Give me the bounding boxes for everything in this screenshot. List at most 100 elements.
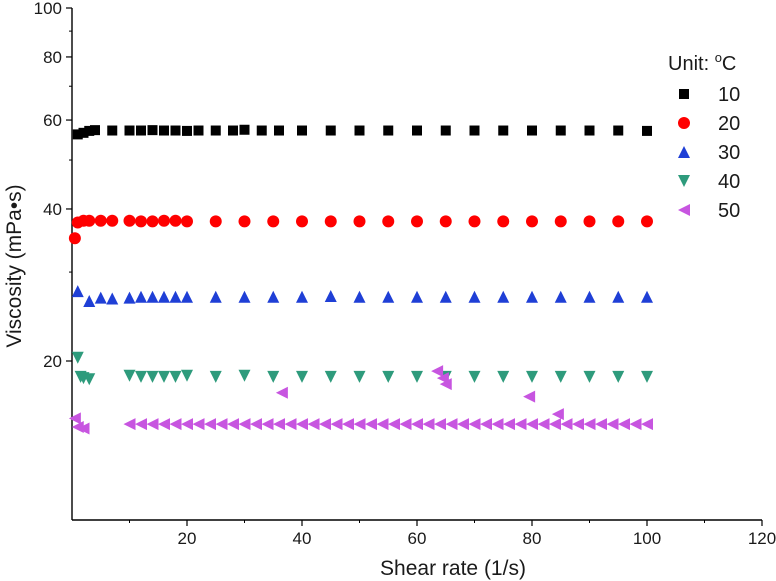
data-point bbox=[612, 290, 625, 303]
data-point bbox=[497, 370, 510, 383]
data-point bbox=[554, 370, 567, 383]
data-point bbox=[77, 422, 90, 435]
y-axis-title: Viscosity (mPa•s) bbox=[3, 184, 26, 347]
data-point bbox=[503, 418, 515, 431]
legend-entry-30: 30 bbox=[678, 142, 740, 164]
data-point bbox=[583, 418, 596, 431]
legend-label: 20 bbox=[718, 113, 740, 135]
data-point bbox=[642, 125, 652, 136]
data-point bbox=[146, 290, 159, 303]
legend-label: 50 bbox=[718, 200, 740, 222]
data-point bbox=[123, 418, 136, 431]
data-point bbox=[549, 418, 561, 431]
x-tick-label: 120 bbox=[748, 529, 776, 548]
data-point bbox=[382, 370, 395, 383]
data-point bbox=[71, 351, 84, 364]
data-point bbox=[319, 418, 331, 431]
data-point bbox=[238, 290, 251, 303]
data-point bbox=[68, 232, 81, 245]
data-point bbox=[135, 215, 147, 228]
data-point bbox=[158, 370, 170, 383]
data-point bbox=[491, 418, 504, 431]
data-point bbox=[267, 370, 280, 383]
data-point bbox=[353, 370, 366, 383]
legend-label: 30 bbox=[718, 142, 740, 164]
data-point bbox=[239, 124, 250, 135]
axis-ticks: 20 40 60 80 100 120 20 40 60 80 100 bbox=[34, 0, 776, 548]
data-point bbox=[324, 215, 337, 228]
data-point bbox=[182, 125, 192, 136]
data-point bbox=[307, 418, 320, 431]
data-point bbox=[238, 215, 251, 228]
data-point bbox=[170, 125, 181, 136]
legend-entry-40: 40 bbox=[678, 171, 740, 193]
data-point bbox=[181, 369, 193, 382]
data-point bbox=[583, 215, 596, 228]
data-point bbox=[273, 418, 285, 431]
data-point bbox=[480, 418, 492, 431]
data-point bbox=[641, 215, 653, 228]
legend-marker bbox=[678, 117, 690, 129]
data-point bbox=[613, 125, 624, 136]
data-point bbox=[181, 290, 193, 303]
data-point bbox=[94, 291, 107, 304]
data-point bbox=[325, 125, 336, 136]
data-point bbox=[146, 370, 159, 383]
data-point bbox=[106, 214, 119, 227]
data-point bbox=[353, 215, 366, 228]
data-point bbox=[124, 125, 135, 136]
y-tick-label: 40 bbox=[43, 200, 62, 219]
data-point bbox=[554, 215, 567, 228]
data-point bbox=[468, 290, 481, 303]
data-point bbox=[192, 418, 205, 431]
data-point bbox=[169, 214, 182, 227]
data-point bbox=[376, 418, 389, 431]
data-point bbox=[353, 290, 366, 303]
data-point bbox=[365, 418, 377, 431]
data-point bbox=[445, 418, 458, 431]
data-point bbox=[434, 418, 446, 431]
data-point bbox=[72, 129, 83, 140]
data-point bbox=[169, 370, 182, 383]
legend-title-degree: o bbox=[715, 50, 722, 65]
data-point bbox=[261, 418, 274, 431]
x-tick-label: 80 bbox=[523, 529, 542, 548]
data-point bbox=[551, 408, 564, 421]
data-point bbox=[256, 125, 267, 136]
data-point bbox=[158, 418, 170, 431]
data-point bbox=[388, 418, 400, 431]
data-point bbox=[90, 125, 100, 136]
legend-title: Unit: oC bbox=[668, 50, 736, 75]
data-point bbox=[468, 418, 481, 431]
data-point bbox=[584, 125, 595, 136]
x-tick-label: 20 bbox=[178, 529, 197, 548]
data-point bbox=[136, 125, 146, 136]
data-point bbox=[612, 370, 625, 383]
data-point bbox=[440, 125, 451, 136]
data-point bbox=[412, 125, 422, 136]
data-point bbox=[83, 294, 96, 307]
data-point bbox=[209, 370, 222, 383]
data-point bbox=[354, 125, 365, 136]
data-point bbox=[181, 215, 193, 228]
data-point bbox=[537, 418, 550, 431]
data-point bbox=[147, 125, 158, 136]
data-point bbox=[296, 370, 308, 383]
data-point bbox=[228, 125, 238, 136]
data-point bbox=[181, 418, 193, 431]
data-point bbox=[595, 418, 607, 431]
data-point bbox=[169, 290, 182, 303]
data-point bbox=[209, 215, 222, 228]
data-point bbox=[497, 290, 510, 303]
data-point bbox=[296, 418, 308, 431]
data-point bbox=[296, 290, 308, 303]
data-point bbox=[159, 125, 169, 136]
data-point bbox=[94, 214, 107, 227]
data-point bbox=[84, 125, 95, 136]
data-point bbox=[382, 290, 395, 303]
data-point bbox=[238, 418, 251, 431]
data-point bbox=[641, 290, 653, 303]
legend-label: 40 bbox=[718, 171, 740, 193]
data-point bbox=[526, 418, 538, 431]
y-tick-label: 60 bbox=[43, 111, 62, 130]
